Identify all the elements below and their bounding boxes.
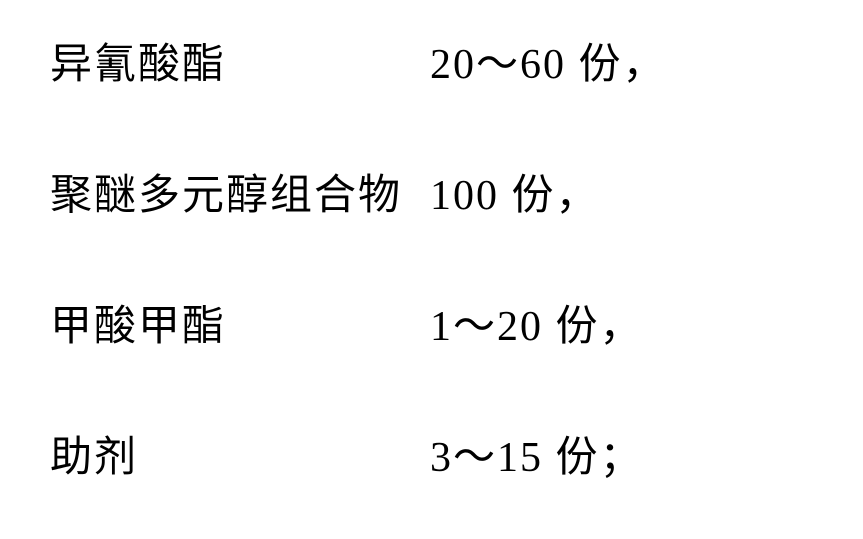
formulation-list: 异氰酸酯 20～60 份， 聚醚多元醇组合物 100 份， 甲酸甲酯 1～20 … — [0, 0, 863, 514]
ingredient-value: 1～20 份， — [430, 292, 823, 353]
ingredient-value: 20～60 份， — [430, 30, 823, 91]
ingredient-row: 聚醚多元醇组合物 100 份， — [50, 161, 823, 222]
ingredient-label: 异氰酸酯 — [50, 30, 430, 91]
ingredient-row: 异氰酸酯 20～60 份， — [50, 30, 823, 91]
ingredient-label: 助剂 — [50, 423, 430, 484]
ingredient-value: 3～15 份； — [430, 423, 823, 484]
ingredient-row: 甲酸甲酯 1～20 份， — [50, 292, 823, 353]
ingredient-row: 助剂 3～15 份； — [50, 423, 823, 484]
ingredient-value: 100 份， — [430, 161, 823, 222]
ingredient-label: 甲酸甲酯 — [50, 292, 430, 353]
ingredient-label: 聚醚多元醇组合物 — [50, 161, 430, 222]
